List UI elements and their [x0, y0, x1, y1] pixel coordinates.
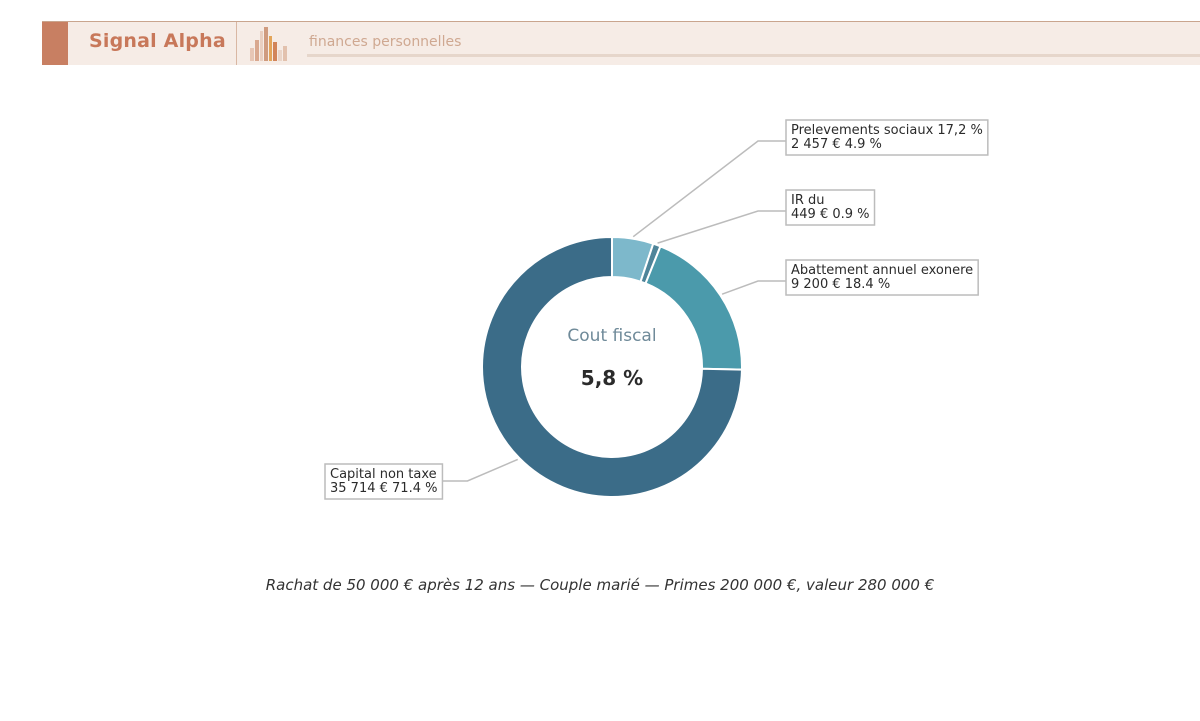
center-value: 5,8 %	[581, 366, 643, 390]
slice-label-value: 449 € 0.9 %	[791, 207, 870, 222]
leader-line	[721, 280, 786, 295]
donut-slice[interactable]	[481, 235, 743, 498]
slice-label-box	[324, 463, 444, 500]
center-title: Cout fiscal	[567, 326, 656, 346]
header-accent-bar	[42, 22, 68, 65]
brand-name[interactable]: Signal Alpha	[89, 30, 226, 52]
slice-label-box	[785, 119, 989, 156]
leader-line	[632, 140, 786, 238]
leader-line	[442, 458, 519, 482]
header-rule	[307, 54, 1200, 57]
slice-label-value: 2 457 € 4.9 %	[791, 137, 882, 152]
slice-label-name: IR du	[791, 193, 825, 208]
site-header: Signal Alpha finances personnelles	[42, 21, 1200, 65]
slice-label-name: Capital non taxe	[330, 467, 437, 482]
slice-label: Prelevements sociaux 17,2 %2 457 € 4.9 %	[785, 119, 989, 156]
chart-caption: Rachat de 50 000 € après 12 ans — Couple…	[265, 576, 935, 594]
slice-label-name: Prelevements sociaux 17,2 %	[791, 123, 983, 138]
slice-label-value: 35 714 € 71.4 %	[330, 481, 437, 496]
slice-label-box	[785, 259, 979, 296]
slice-label-name: Abattement annuel exonere	[791, 263, 973, 278]
slice-label-box	[785, 189, 876, 226]
header-divider	[236, 22, 237, 65]
bar-chart-logo-icon	[250, 27, 287, 61]
donut-slice[interactable]	[644, 245, 743, 371]
header-tagline: finances personnelles	[309, 34, 462, 50]
leader-line	[657, 210, 786, 244]
slice-label-value: 9 200 € 18.4 %	[791, 277, 890, 292]
